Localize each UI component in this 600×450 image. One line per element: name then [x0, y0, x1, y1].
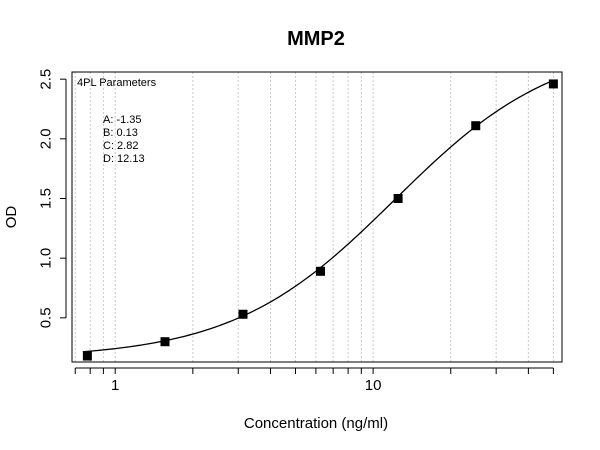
parameter-b: B: 0.13 — [103, 127, 138, 139]
y-tick-label: 0.5 — [38, 307, 55, 328]
data-point — [238, 309, 248, 319]
y-tick-label: 1.5 — [38, 188, 55, 209]
y-tick-label: 2.0 — [38, 128, 55, 149]
parameter-a: A: -1.35 — [103, 114, 142, 126]
x-axis-label: Concentration (ng/ml) — [244, 415, 388, 432]
y-tick-label: 1.0 — [38, 248, 55, 269]
data-point — [548, 79, 558, 89]
fit-curve-group — [82, 79, 554, 353]
plot-frame — [71, 71, 563, 363]
grid-lines — [74, 72, 554, 362]
fit-curve — [82, 79, 554, 353]
data-point — [82, 351, 92, 361]
parameters-box: 4PL Parameters A: -1.35 B: 0.13 C: 2.82 … — [77, 77, 157, 165]
chart-title: MMP2 — [287, 28, 345, 50]
y-axis: 0.5 1.0 1.5 2.0 2.5 — [38, 69, 67, 328]
data-point — [160, 337, 170, 347]
parameter-d: D: 12.13 — [103, 153, 145, 165]
data-point — [315, 266, 325, 276]
y-axis-label: OD — [3, 206, 20, 229]
data-points — [82, 79, 558, 361]
x-tick-label: 10 — [365, 377, 382, 394]
x-axis: 1 10 — [74, 367, 554, 394]
data-point — [471, 121, 481, 131]
data-point — [393, 194, 403, 204]
parameters-title: 4PL Parameters — [77, 77, 157, 89]
parameter-c: C: 2.82 — [103, 140, 138, 152]
x-tick-label: 1 — [111, 377, 119, 394]
y-tick-label: 2.5 — [38, 69, 55, 90]
